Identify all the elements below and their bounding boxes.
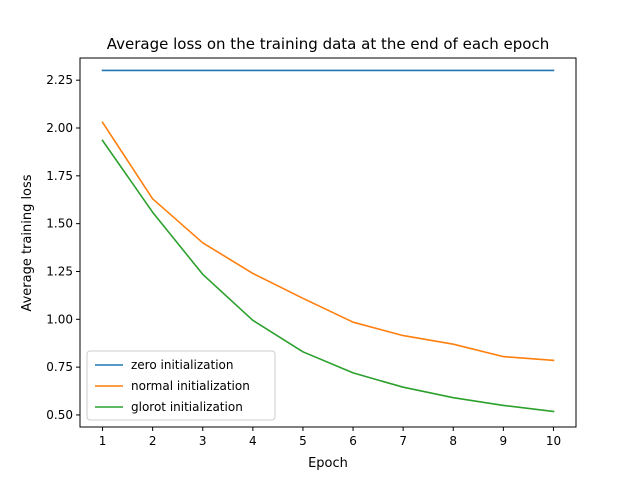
x-axis-label: Epoch [308, 456, 348, 471]
y-tick-label: 1.75 [46, 169, 73, 183]
y-tick-label: 1.00 [46, 312, 73, 326]
y-axis-ticks: 0.50 0.75 1.00 1.25 1.50 1.75 2.00 2.25 [46, 73, 80, 422]
x-tick-label: 1 [99, 434, 107, 448]
x-tick-label: 10 [546, 434, 561, 448]
y-tick-label: 0.75 [46, 360, 73, 374]
y-axis-label: Average training loss [20, 174, 35, 311]
x-axis-ticks: 1 2 3 4 5 6 7 8 9 10 [99, 427, 561, 448]
y-tick-label: 2.25 [46, 73, 73, 87]
legend-label-normal: normal initialization [131, 379, 250, 393]
y-tick-label: 1.50 [46, 217, 73, 231]
x-tick-label: 8 [449, 434, 457, 448]
legend: zero initialization normal initialization… [86, 350, 276, 421]
series-layer [101, 69, 555, 413]
legend-label-zero: zero initialization [131, 358, 233, 372]
y-tick-label: 0.50 [46, 408, 73, 422]
legend-label-glorot: glorot initialization [131, 400, 243, 414]
x-tick-label: 2 [149, 434, 157, 448]
legend-box [86, 350, 276, 421]
chart-title: Average loss on the training data at the… [107, 35, 549, 53]
series-line-glorot [101, 139, 555, 413]
x-tick-label: 5 [299, 434, 307, 448]
y-tick-label: 1.25 [46, 264, 73, 278]
y-tick-label: 2.00 [46, 121, 73, 135]
x-tick-label: 7 [399, 434, 407, 448]
plot-area-frame [79, 57, 577, 428]
x-tick-label: 3 [199, 434, 207, 448]
series-line-normal [101, 121, 555, 362]
x-tick-label: 4 [249, 434, 257, 448]
x-tick-label: 9 [500, 434, 508, 448]
x-tick-label: 6 [349, 434, 357, 448]
